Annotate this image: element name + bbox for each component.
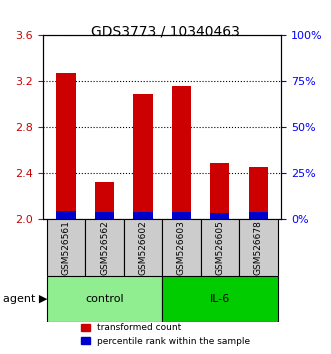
Bar xyxy=(133,212,153,219)
Bar xyxy=(249,212,268,219)
Bar xyxy=(210,212,229,219)
FancyBboxPatch shape xyxy=(162,276,277,322)
Bar xyxy=(133,94,153,219)
FancyBboxPatch shape xyxy=(201,219,239,276)
Bar xyxy=(172,86,191,219)
Bar xyxy=(249,166,268,219)
Text: GSM526605: GSM526605 xyxy=(215,220,224,275)
FancyBboxPatch shape xyxy=(162,219,201,276)
Bar xyxy=(210,163,229,219)
Legend: transformed count, percentile rank within the sample: transformed count, percentile rank withi… xyxy=(77,320,254,349)
Bar xyxy=(57,73,76,219)
Bar xyxy=(172,212,191,219)
FancyBboxPatch shape xyxy=(239,219,277,276)
Text: GSM526602: GSM526602 xyxy=(138,221,148,275)
FancyBboxPatch shape xyxy=(47,276,162,322)
FancyBboxPatch shape xyxy=(47,219,85,276)
Bar xyxy=(95,212,114,219)
Text: GSM526561: GSM526561 xyxy=(62,220,71,275)
Text: GSM526603: GSM526603 xyxy=(177,220,186,275)
Bar xyxy=(57,211,76,219)
Text: agent ▶: agent ▶ xyxy=(3,294,48,304)
Text: control: control xyxy=(85,294,124,304)
FancyBboxPatch shape xyxy=(85,219,124,276)
Text: IL-6: IL-6 xyxy=(210,294,230,304)
Text: GSM526562: GSM526562 xyxy=(100,221,109,275)
FancyBboxPatch shape xyxy=(124,219,162,276)
Bar xyxy=(95,182,114,219)
Text: GDS3773 / 10340463: GDS3773 / 10340463 xyxy=(91,25,240,39)
Text: GSM526678: GSM526678 xyxy=(254,220,263,275)
